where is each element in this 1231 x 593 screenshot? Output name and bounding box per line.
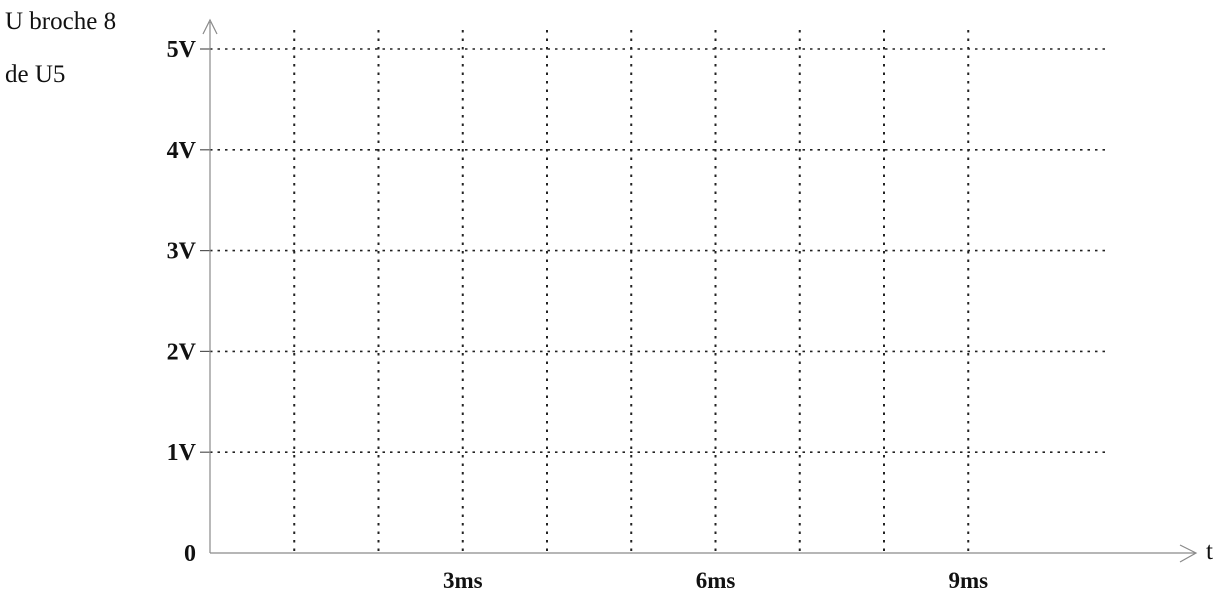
grid-lines (200, 30, 1108, 552)
y-axis-label-line-1: U broche 8 (5, 8, 116, 35)
y-axis-label-line-2: de U5 (5, 61, 65, 88)
labels: U broche 8 de U5 t (5, 8, 1213, 565)
x-tick-label: 3ms (443, 568, 483, 593)
axes (202, 18, 1198, 563)
y-tick-label: 5V (167, 37, 197, 63)
y-tick-label: 0 (184, 541, 196, 567)
x-tick-label: 9ms (948, 568, 988, 593)
x-tick-label: 6ms (696, 568, 736, 593)
y-tick-label: 2V (167, 339, 197, 365)
x-axis-arrow-icon (1179, 544, 1198, 563)
x-tick-labels: 3ms 6ms 9ms (443, 568, 988, 593)
y-axis-arrow-icon (202, 18, 218, 35)
y-tick-label: 4V (167, 138, 197, 164)
x-axis-label: t (1206, 538, 1213, 565)
y-tick-labels: 0 1V 2V 3V 4V 5V (167, 37, 197, 567)
y-tick-label: 1V (167, 440, 197, 466)
y-tick-label: 3V (167, 239, 197, 265)
